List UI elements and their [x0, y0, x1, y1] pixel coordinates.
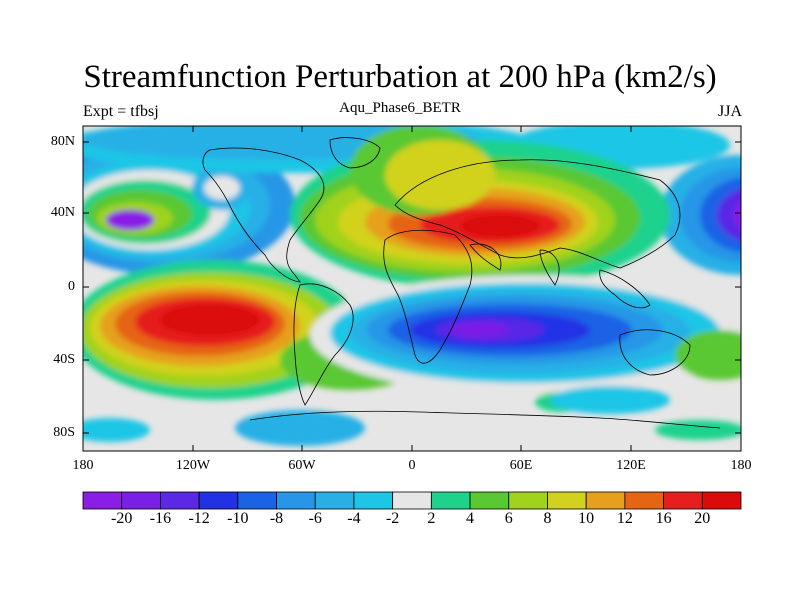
- colorbar-label-11: 8: [543, 510, 552, 527]
- south-west-green: [675, 330, 741, 380]
- colorbar-swatch-4: [237, 491, 277, 510]
- colorbar-swatch-11: [508, 491, 548, 510]
- southeast-asia-coast: [599, 269, 651, 309]
- north-pacific-low-7: [106, 210, 154, 230]
- lon-label-60e: 60E: [509, 458, 533, 473]
- lat-label-40s: 40S: [53, 352, 75, 367]
- coastlines: [202, 137, 721, 429]
- colorbar-label-0: -20: [111, 510, 133, 527]
- colorbar-label-1: -16: [149, 510, 172, 527]
- north-america-coast: [202, 147, 325, 283]
- antarctic-band-1: [83, 418, 150, 442]
- colorbar-swatch-10: [469, 491, 510, 510]
- phase-label: Aqu_Phase6_BETR: [339, 100, 461, 116]
- south-america-coast: [293, 283, 354, 406]
- africa-coast: [383, 229, 473, 364]
- lon-label-120e: 120E: [616, 458, 646, 473]
- lon-label-0: 0: [408, 458, 416, 473]
- season-label: JJA: [717, 103, 742, 120]
- colorbar-label-5: -6: [308, 510, 322, 527]
- colorbar-swatch-6: [314, 491, 355, 510]
- colorbar-label-15: 20: [694, 510, 711, 527]
- lon-label-60w: 60W: [288, 458, 316, 473]
- colorbar-swatch-9: [430, 491, 471, 510]
- colorbar-label-4: -8: [269, 510, 284, 527]
- colorbar-label-13: 12: [616, 510, 633, 527]
- lon-label-180e: 180: [730, 458, 752, 473]
- colorbar-swatch-0: [82, 491, 123, 510]
- europe-asia-coast: [394, 159, 681, 269]
- south-indian-low-7: [452, 322, 508, 338]
- colorbar-label-3: -10: [227, 510, 249, 527]
- antarctic-band-0: [235, 410, 365, 446]
- colorbar-label-7: -2: [385, 510, 400, 527]
- colorbar-swatch-8: [392, 491, 432, 510]
- lat-label-80s: 80S: [53, 425, 75, 440]
- colorbar-label-2: -12: [188, 510, 210, 527]
- colorbar-swatch-15: [663, 491, 703, 510]
- nw-ring-inner: [204, 176, 240, 200]
- lon-label-120w: 120W: [175, 458, 211, 473]
- arabia-india-coast: [469, 243, 560, 286]
- lat-label-0: 0: [68, 279, 75, 294]
- colorbar-swatch-5: [276, 491, 316, 510]
- colorbar-label-10: 6: [504, 510, 513, 527]
- colorbar-label-9: 4: [466, 510, 475, 527]
- south-pacific-high-6: [160, 304, 260, 336]
- antarctic-band-2: [550, 386, 670, 414]
- colorbar-swatch-12: [547, 491, 587, 510]
- colorbar-swatch-16: [701, 491, 742, 510]
- lon-label-180w: 180: [72, 458, 94, 473]
- lat-label-80n: 80N: [50, 134, 75, 149]
- colorbar-label-8: 2: [427, 510, 436, 527]
- lat-label-40n: 40N: [50, 205, 75, 220]
- colorbar-swatch-2: [160, 491, 200, 510]
- eurasian-high-7: [460, 214, 540, 238]
- australia-coast: [619, 329, 691, 376]
- north-atlantic-high-1: [385, 140, 495, 210]
- greenland-coast: [329, 137, 381, 169]
- colorbar-label-12: 10: [578, 510, 595, 527]
- west-pacific-low-4: [734, 201, 741, 229]
- colorbar-label-6: -4: [347, 510, 361, 527]
- colorbar-swatch-13: [585, 491, 626, 510]
- south-pacific-green: [655, 420, 741, 440]
- experiment-label: Expt = tfbsj: [83, 103, 159, 120]
- colorbar-swatch-7: [353, 491, 394, 510]
- antarctica-coast: [249, 410, 721, 429]
- west-pacific-low-3: [717, 188, 741, 242]
- colorbar-label-14: 16: [655, 510, 672, 527]
- colorbar-swatch-3: [198, 491, 239, 510]
- colorbar-swatch-14: [624, 491, 664, 510]
- chart-title: Streamfunction Perturbation at 200 hPa (…: [83, 59, 717, 95]
- colorbar-swatch-1: [121, 491, 161, 510]
